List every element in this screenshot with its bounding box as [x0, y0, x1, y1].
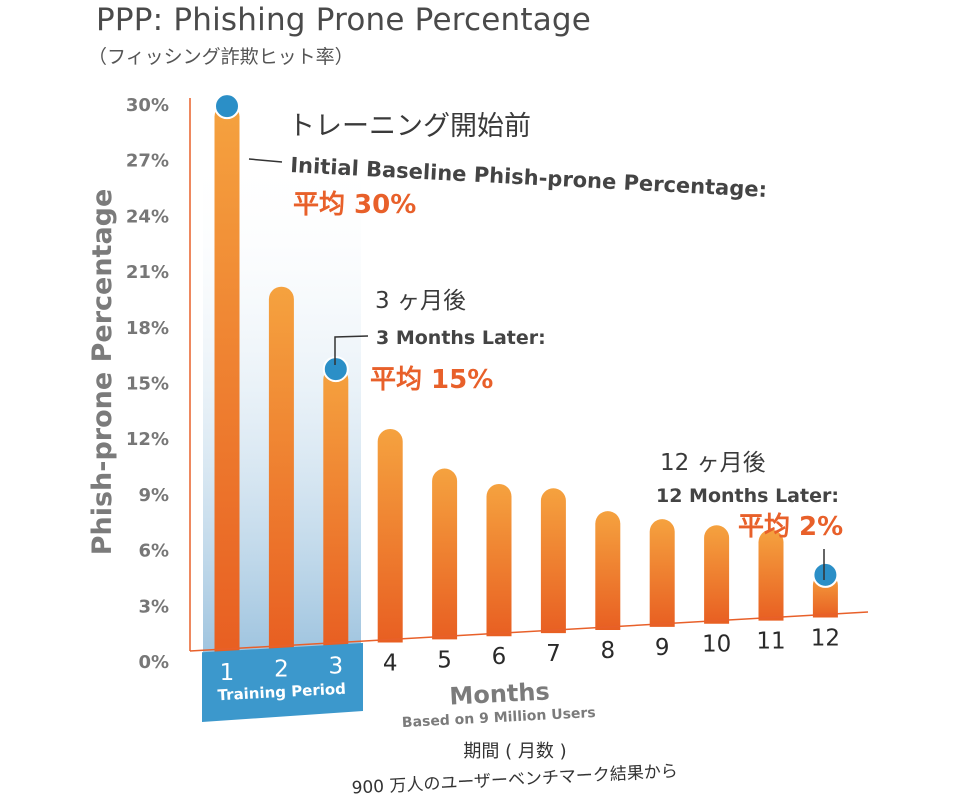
y-tick-label: 3% — [138, 596, 169, 617]
y-tick-label: 0% — [138, 652, 169, 673]
bar-month-10 — [704, 525, 730, 624]
x-tick-labels: 1 2 3 4 5 6 7 8 9 10 11 12 — [220, 625, 840, 685]
y-tick-label: 12% — [126, 429, 169, 450]
y-tick-label: 6% — [138, 541, 169, 562]
bar-month-4 — [377, 428, 403, 643]
footer-basis-label: 900 万人のユーザーベンチマーク結果から — [351, 761, 678, 798]
y-tick-label: 9% — [138, 485, 169, 506]
bar-month-1 — [214, 104, 240, 652]
marker-month-12 — [812, 561, 839, 588]
x-tick-label: 1 — [220, 660, 235, 686]
baseline-leader-line — [248, 158, 283, 163]
bar-month-2 — [268, 286, 294, 649]
bar-month-11 — [758, 529, 784, 621]
baseline-value: 平均 30% — [293, 190, 416, 220]
axis-layer — [189, 98, 869, 652]
bar-month-9 — [649, 519, 675, 627]
bar-month-8 — [595, 511, 621, 630]
marker-month-3 — [322, 356, 349, 383]
x-tick-label: 5 — [437, 647, 452, 673]
y-tick-label: 27% — [126, 151, 169, 172]
chart-subtitle: （フィッシング詐欺ヒット率） — [88, 46, 354, 68]
x-tick-label: 9 — [655, 635, 670, 661]
three-months-value: 平均 15% — [370, 365, 493, 395]
x-tick-label: 12 — [811, 625, 840, 651]
chart-title: PPP: Phishing Prone Percentage — [96, 2, 592, 38]
twelve-months-en-label: 12 Months Later: — [656, 485, 839, 507]
x-tick-label: 3 — [328, 654, 343, 680]
bars-layer — [214, 93, 839, 652]
twelve-months-value: 平均 2% — [738, 512, 843, 542]
training-period-box — [202, 643, 363, 722]
x-tick-label: 11 — [756, 629, 785, 655]
x-axis-line — [189, 611, 869, 652]
x-tick-label: 4 — [383, 650, 398, 676]
y-tick-label: 15% — [126, 374, 169, 395]
three-months-en-label: 3 Months Later: — [376, 327, 546, 349]
baseline-jp-label: トレーニング開始前 — [288, 111, 531, 142]
y-tick-label: 24% — [126, 206, 169, 227]
bar-month-3 — [323, 367, 349, 646]
bar-month-7 — [540, 488, 566, 634]
y-tick-labels: 0% 3% 6% 9% 12% 15% 18% 21% 24% 27% 30% — [126, 95, 169, 673]
marker-month-1 — [214, 93, 240, 120]
x-axis-sublabel: Based on 9 Million Users — [402, 705, 597, 731]
y-axis-label: Phish-prone Percentage — [87, 189, 118, 556]
x-tick-label: 7 — [546, 641, 561, 667]
x-tick-label: 10 — [702, 632, 731, 658]
y-tick-label: 18% — [126, 318, 169, 339]
bar-month-5 — [432, 468, 458, 640]
y-tick-label: 30% — [126, 95, 169, 116]
twelve-months-jp-label: 12 ヶ月後 — [660, 450, 766, 476]
y-tick-label: 21% — [126, 262, 169, 283]
x-tick-label: 2 — [274, 657, 289, 683]
x-tick-label: 8 — [600, 638, 615, 664]
x-tick-label: 6 — [492, 644, 507, 670]
bar-month-6 — [486, 483, 512, 637]
three-months-leader-line — [334, 335, 369, 365]
footer-period-label: 期間 ( 月数 ) — [463, 741, 566, 762]
x-axis-label: Months — [449, 677, 551, 710]
three-months-jp-label: 3 ヶ月後 — [375, 288, 466, 314]
